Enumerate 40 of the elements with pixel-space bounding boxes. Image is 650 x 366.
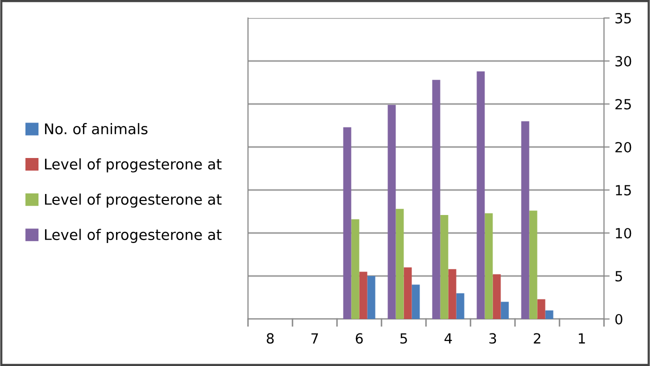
y-tick-label: 5 [615,271,622,282]
bar [367,276,376,319]
bar [476,71,485,319]
bar [412,284,420,319]
x-tick-label: 3 [489,333,496,344]
y-tick-label: 30 [615,56,632,66]
x-tick-label: 1 [578,333,585,344]
bar [396,208,404,319]
bar [492,274,501,319]
legend-label: No. of animals [45,123,148,134]
bar [537,299,546,319]
bar [500,302,509,319]
x-tick-label: 7 [311,333,318,344]
bar [440,214,448,319]
x-tick-label: 5 [400,333,407,344]
bar [343,127,352,319]
bar [521,121,530,319]
y-tick-label: 20 [615,142,632,152]
y-tick-label: 10 [616,228,632,238]
bar [351,219,360,319]
bar [404,267,412,319]
y-tick-label: 25 [615,98,631,110]
x-tick-label: 4 [444,333,452,344]
x-tick-label: 8 [266,333,274,344]
y-tick-label: 15 [616,185,631,196]
bar [484,213,493,319]
bar [359,272,368,319]
x-tick-label: 2 [534,333,540,344]
y-tick-label: 0 [615,314,622,324]
bar [529,210,538,319]
x-tick-label: 6 [356,333,363,344]
legend-label: Level of progesterone at [45,194,222,208]
legend-label: Level of progesterone at [45,158,222,172]
bar [432,80,440,319]
bar [545,310,554,319]
y-tick-label: 35 [615,12,631,24]
bar [388,104,396,319]
bar [448,269,456,319]
bar [456,293,464,319]
legend-label: Level of progesterone at [45,228,222,243]
